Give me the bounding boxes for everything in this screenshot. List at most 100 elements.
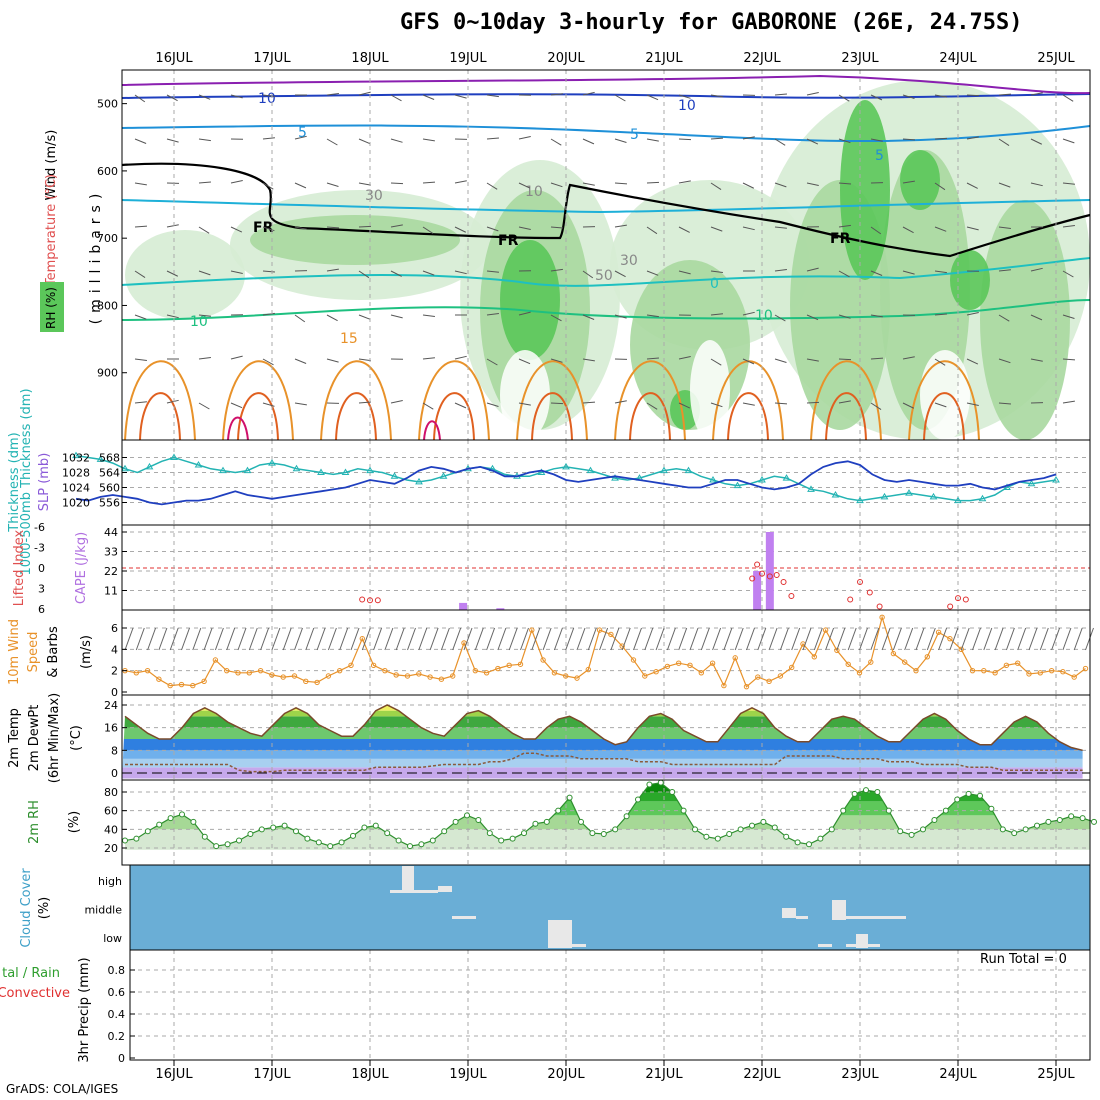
li-point bbox=[847, 596, 854, 603]
wind-barb bbox=[422, 138, 435, 142]
wind-barb bbox=[454, 355, 467, 360]
wind-speed-point bbox=[540, 657, 546, 663]
cape-bar bbox=[753, 571, 762, 610]
rh-point bbox=[395, 837, 402, 844]
thickness-tick-label: 560 bbox=[99, 482, 120, 495]
wind-speed-point bbox=[393, 672, 399, 678]
thickness-point bbox=[660, 466, 668, 474]
surface-wind-barb bbox=[757, 627, 767, 651]
cloud-bar-low bbox=[572, 944, 586, 947]
wind-speed-point bbox=[495, 665, 501, 672]
cape-bar bbox=[765, 532, 774, 610]
wind-barb bbox=[1062, 314, 1075, 319]
wind-tick-label: 4 bbox=[111, 643, 118, 656]
cape-tick-label: 22 bbox=[104, 565, 118, 578]
surface-wind-barb bbox=[542, 627, 552, 651]
wind-barb bbox=[262, 312, 275, 316]
wind-barb bbox=[326, 358, 339, 363]
wind-speed-point bbox=[291, 673, 298, 679]
wind-speed-point bbox=[574, 675, 580, 681]
wind-barb bbox=[166, 94, 178, 102]
ylabel-2m-temp: 2m Temp bbox=[7, 708, 22, 768]
wind-speed-point bbox=[1015, 660, 1021, 666]
hot-contour bbox=[423, 420, 441, 441]
warm-contour bbox=[531, 392, 573, 441]
rh-point bbox=[988, 805, 995, 812]
wind-barb bbox=[230, 226, 243, 233]
date-label-bottom: 18JUL bbox=[351, 1067, 389, 1082]
thickness-point bbox=[194, 461, 203, 468]
wind-tick-label: 6 bbox=[111, 622, 118, 635]
wind-barb bbox=[934, 182, 946, 191]
rh-point bbox=[156, 821, 163, 828]
li-point bbox=[367, 597, 373, 604]
wind-speed-point bbox=[630, 657, 637, 663]
pressure-tick-label: 900 bbox=[97, 367, 118, 380]
wind-barb bbox=[1030, 314, 1043, 321]
ylabel-millibars: (millibars) bbox=[88, 188, 104, 325]
ylabel-lifted-index: Lifted Index bbox=[12, 529, 27, 606]
thickness-point bbox=[390, 472, 399, 479]
wind-barb bbox=[550, 138, 562, 146]
wind-speed-point bbox=[472, 667, 478, 674]
wind-barb bbox=[870, 270, 883, 276]
dry-region bbox=[690, 340, 730, 440]
panel-frame bbox=[121, 439, 1091, 526]
wind-speed-point bbox=[224, 667, 230, 674]
wind-barb bbox=[422, 357, 435, 360]
rh-shade-region bbox=[840, 100, 890, 280]
rh-band bbox=[125, 815, 1090, 830]
rh-point bbox=[486, 830, 493, 837]
wind-barb bbox=[870, 226, 882, 235]
date-label-bottom: 19JUL bbox=[449, 1067, 487, 1082]
wind-speed-point bbox=[687, 662, 693, 669]
contour-label: 30 bbox=[365, 188, 383, 204]
cape-bar bbox=[459, 602, 468, 610]
wind-barb bbox=[966, 182, 978, 189]
rh-point bbox=[680, 807, 687, 814]
rh-point bbox=[692, 826, 698, 833]
rh-tick-label: 20 bbox=[104, 842, 118, 855]
surface-wind-barb bbox=[226, 627, 236, 651]
wind-speed-point bbox=[721, 682, 727, 689]
surface-wind-barb bbox=[316, 627, 326, 651]
thickness-point bbox=[292, 464, 301, 472]
temp-tick-label: 16 bbox=[104, 722, 118, 735]
thickness-point bbox=[978, 494, 987, 502]
warm-contour bbox=[433, 392, 475, 441]
wind-speed-point bbox=[1082, 665, 1089, 672]
wind-barb bbox=[646, 314, 659, 318]
rh-point bbox=[384, 830, 391, 837]
pressure-tick-label: 800 bbox=[97, 299, 118, 312]
warm-contour bbox=[810, 360, 882, 441]
surface-wind-barb bbox=[565, 627, 575, 651]
thickness-point bbox=[684, 466, 693, 474]
wind-barb bbox=[934, 226, 947, 232]
rh-point bbox=[1056, 817, 1063, 823]
wind-barb bbox=[486, 358, 498, 366]
cape-tick-label: 33 bbox=[104, 546, 118, 559]
wind-speed-point bbox=[348, 662, 354, 669]
warm-contour bbox=[418, 360, 490, 441]
wind-barb bbox=[614, 314, 627, 319]
rh-point bbox=[555, 807, 562, 814]
wind-barb bbox=[966, 358, 979, 365]
wind-speed-point bbox=[642, 673, 648, 679]
wind-barb bbox=[422, 226, 434, 234]
wind-barb bbox=[614, 94, 626, 102]
ylabel-temperature: Temperature (°C) bbox=[44, 174, 59, 287]
thickness-tick-label: 564 bbox=[99, 467, 120, 480]
ylabel-temp-units: (°C) bbox=[69, 725, 84, 751]
wind-speed-point bbox=[777, 673, 784, 679]
wind-barb bbox=[454, 226, 467, 233]
wind-speed-point bbox=[190, 682, 196, 689]
wind-barb bbox=[166, 399, 179, 404]
wind-speed-point bbox=[856, 670, 863, 676]
date-label-top: 23JUL bbox=[841, 51, 879, 66]
wind-speed-point bbox=[1071, 674, 1077, 680]
wind-speed-point bbox=[992, 670, 998, 676]
contour-label: 10 bbox=[190, 314, 208, 330]
surface-wind-barb bbox=[746, 627, 755, 651]
wind-speed-point bbox=[303, 678, 309, 685]
wind-barb bbox=[198, 94, 211, 100]
